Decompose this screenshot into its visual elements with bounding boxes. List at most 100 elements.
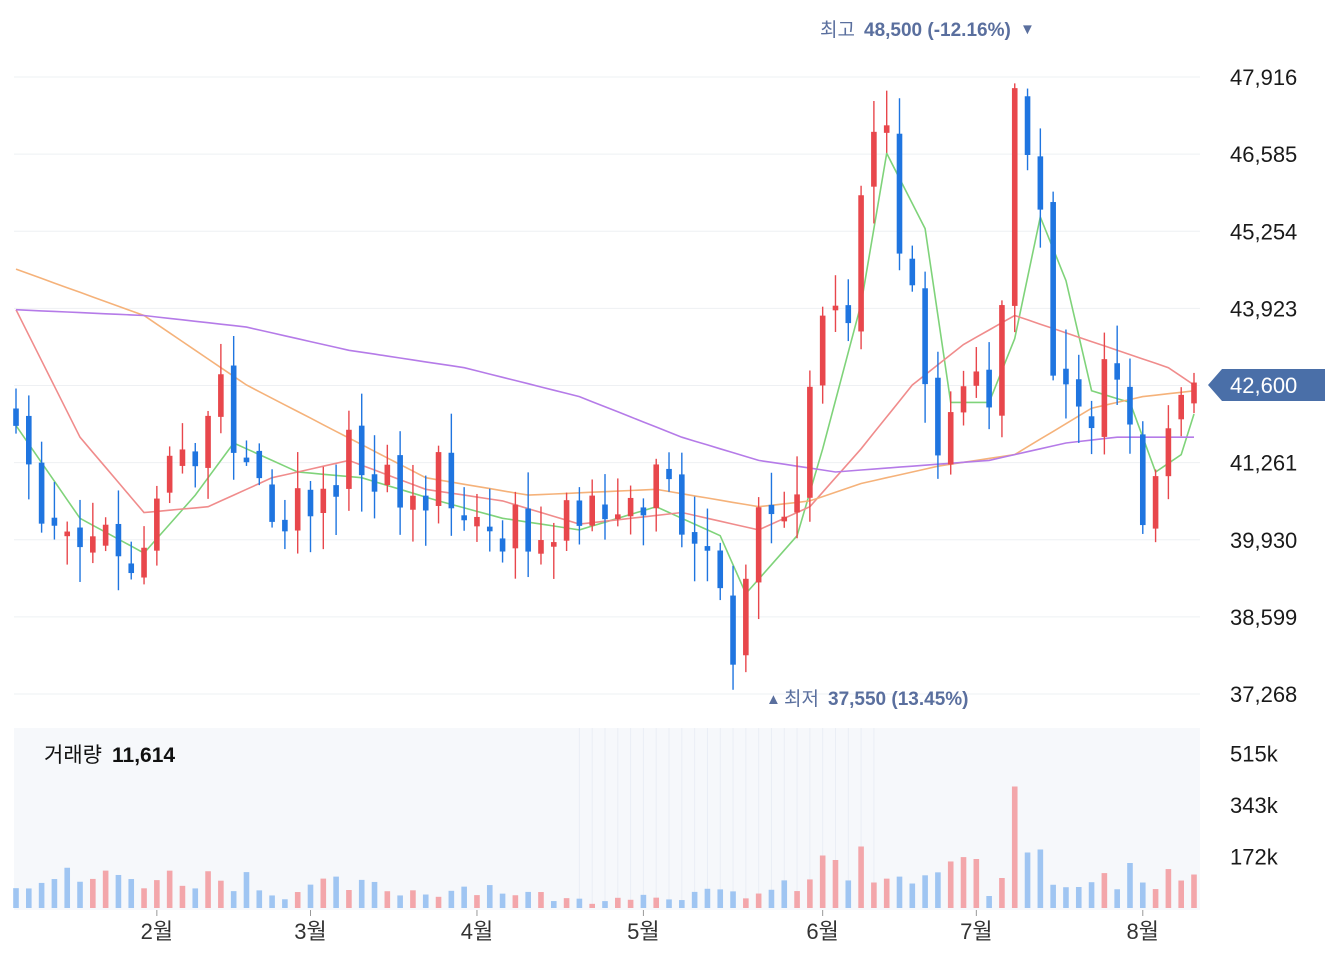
candle[interactable] bbox=[1114, 325, 1120, 405]
candle[interactable] bbox=[358, 393, 365, 512]
candle[interactable] bbox=[243, 440, 250, 466]
candle[interactable] bbox=[615, 478, 621, 527]
candle[interactable] bbox=[486, 488, 493, 552]
candle[interactable] bbox=[999, 300, 1005, 438]
candle[interactable] bbox=[115, 490, 122, 591]
candle[interactable] bbox=[154, 485, 160, 566]
candle[interactable] bbox=[666, 452, 672, 492]
candle[interactable] bbox=[550, 522, 557, 579]
candle[interactable] bbox=[1088, 400, 1095, 455]
candle[interactable] bbox=[205, 410, 211, 499]
candle[interactable] bbox=[896, 98, 903, 271]
candle[interactable] bbox=[1191, 372, 1197, 414]
volume-bar bbox=[973, 859, 980, 908]
candle-body bbox=[1011, 88, 1018, 306]
candle[interactable] bbox=[1075, 354, 1082, 443]
candle[interactable] bbox=[538, 506, 544, 565]
candle[interactable] bbox=[1024, 88, 1031, 171]
candle-body bbox=[615, 514, 621, 520]
candle[interactable] bbox=[64, 521, 71, 565]
candle[interactable] bbox=[384, 444, 391, 493]
candle[interactable] bbox=[627, 485, 634, 535]
candle[interactable] bbox=[38, 441, 45, 533]
candle[interactable] bbox=[397, 431, 403, 535]
candle[interactable] bbox=[1139, 421, 1146, 534]
candle[interactable] bbox=[448, 413, 455, 536]
candle[interactable] bbox=[563, 492, 570, 551]
candle[interactable] bbox=[935, 351, 941, 479]
candle[interactable] bbox=[871, 100, 877, 224]
candle[interactable] bbox=[294, 452, 301, 554]
candle[interactable] bbox=[102, 517, 109, 552]
candle[interactable] bbox=[1152, 469, 1159, 543]
candle[interactable] bbox=[1127, 358, 1133, 454]
candle[interactable] bbox=[282, 499, 288, 550]
candle[interactable] bbox=[947, 391, 954, 475]
candle[interactable] bbox=[858, 185, 864, 350]
candle[interactable] bbox=[602, 474, 608, 540]
candle[interactable] bbox=[781, 491, 788, 528]
candle[interactable] bbox=[499, 520, 506, 563]
candle[interactable] bbox=[1050, 191, 1056, 381]
candle[interactable] bbox=[128, 541, 135, 580]
candle[interactable] bbox=[461, 487, 467, 531]
candle[interactable] bbox=[307, 480, 314, 553]
candle[interactable] bbox=[768, 472, 775, 544]
candle[interactable] bbox=[909, 245, 916, 292]
candlesticks[interactable] bbox=[13, 83, 1197, 690]
candle[interactable] bbox=[166, 446, 173, 504]
candle[interactable] bbox=[346, 410, 352, 511]
candle[interactable] bbox=[141, 526, 147, 585]
candle[interactable] bbox=[691, 496, 698, 582]
candle[interactable] bbox=[1037, 128, 1044, 248]
candle-body bbox=[845, 305, 852, 324]
candle[interactable] bbox=[269, 469, 275, 528]
candle[interactable] bbox=[743, 564, 749, 673]
candle[interactable] bbox=[90, 502, 96, 564]
candle[interactable] bbox=[1101, 332, 1108, 455]
candle[interactable] bbox=[576, 487, 583, 545]
candle[interactable] bbox=[256, 443, 263, 486]
candle[interactable] bbox=[230, 335, 237, 480]
candle[interactable] bbox=[179, 423, 186, 474]
candle[interactable] bbox=[960, 370, 967, 426]
candle[interactable] bbox=[26, 395, 32, 500]
candle[interactable] bbox=[794, 456, 800, 539]
candle[interactable] bbox=[422, 475, 429, 546]
volume-bar bbox=[230, 891, 237, 908]
candle[interactable] bbox=[922, 271, 928, 423]
candle[interactable] bbox=[13, 388, 19, 434]
candle[interactable] bbox=[218, 343, 224, 434]
candle[interactable] bbox=[589, 479, 595, 532]
candle[interactable] bbox=[845, 279, 852, 342]
candle[interactable] bbox=[883, 90, 890, 153]
candle[interactable] bbox=[832, 275, 839, 332]
candle[interactable] bbox=[371, 435, 378, 519]
candle[interactable] bbox=[77, 499, 83, 582]
candle[interactable] bbox=[986, 342, 992, 430]
candle[interactable] bbox=[679, 452, 685, 548]
candle[interactable] bbox=[512, 491, 519, 579]
candle[interactable] bbox=[755, 497, 762, 620]
candle[interactable] bbox=[525, 472, 531, 578]
candle[interactable] bbox=[1165, 405, 1172, 500]
candle[interactable] bbox=[51, 481, 58, 540]
candle[interactable] bbox=[730, 565, 736, 690]
candle[interactable] bbox=[819, 306, 826, 404]
candle[interactable] bbox=[410, 464, 416, 542]
candle[interactable] bbox=[717, 542, 724, 601]
candle[interactable] bbox=[973, 347, 980, 398]
candle[interactable] bbox=[333, 464, 339, 536]
candle[interactable] bbox=[474, 493, 480, 542]
candle[interactable] bbox=[640, 498, 647, 546]
candle[interactable] bbox=[704, 508, 711, 582]
candle-body bbox=[1139, 434, 1146, 526]
candle[interactable] bbox=[1063, 329, 1069, 419]
candle[interactable] bbox=[1178, 387, 1184, 437]
candle[interactable] bbox=[435, 445, 442, 524]
candle[interactable] bbox=[320, 466, 327, 550]
candle[interactable] bbox=[807, 370, 813, 522]
candle[interactable] bbox=[653, 458, 660, 532]
candle[interactable] bbox=[192, 442, 199, 488]
candle[interactable] bbox=[1011, 83, 1018, 333]
